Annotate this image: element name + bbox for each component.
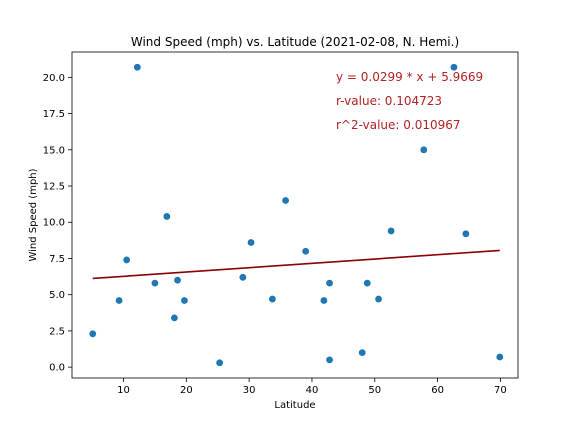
x-tick-label: 20 [180, 385, 193, 396]
data-point [462, 230, 470, 238]
regression-line [92, 249, 500, 280]
data-point [170, 314, 178, 322]
plot-frame [71, 51, 519, 379]
regression-equation-label: y = 0.0299 * x + 5.9669 [336, 70, 483, 84]
data-point [115, 297, 123, 304]
x-tick-label: 40 [306, 385, 319, 396]
y-tick-label: 5.0 [49, 290, 65, 301]
x-tick-label: 70 [494, 385, 507, 396]
data-point [320, 297, 328, 304]
data-point [302, 247, 310, 255]
data-point [375, 295, 382, 303]
x-tick-label: 50 [368, 385, 381, 396]
x-tick-label: 60 [431, 385, 444, 396]
chart-title: Wind Speed (mph) vs. Latitude (2021-02-0… [131, 35, 459, 49]
axis-ticks: 10 20 30 40 50 60 70 0.0 2.5 5.0 7.5 10.0 12.5 15.0 17… [43, 73, 507, 396]
data-points [89, 63, 504, 367]
data-point [239, 273, 247, 281]
data-point [450, 63, 458, 71]
x-tick-label: 10 [117, 385, 130, 396]
data-point [358, 349, 366, 357]
data-point [420, 146, 428, 154]
data-point [174, 276, 181, 284]
data-point [216, 359, 224, 367]
y-tick-label: 10.0 [43, 218, 65, 229]
y-tick-label: 17.5 [43, 109, 65, 120]
data-point [133, 63, 141, 71]
y-tick-label: 12.5 [43, 182, 65, 193]
r-value-label: r-value: 0.104723 [336, 94, 442, 108]
y-tick-label: 2.5 [49, 326, 65, 337]
data-point [326, 356, 333, 364]
x-tick-label: 30 [243, 385, 256, 396]
data-point [387, 227, 395, 235]
y-tick-label: 15.0 [43, 145, 65, 156]
data-point [326, 279, 333, 287]
y-axis-label: Wind Speed (mph) [28, 168, 39, 261]
r-squared-label: r^2-value: 0.010967 [336, 118, 461, 132]
data-point [247, 239, 255, 246]
data-point [496, 353, 504, 361]
regression-line-group [92, 249, 500, 280]
data-point [282, 197, 289, 204]
x-axis-label: Latitude [274, 400, 315, 411]
data-point [163, 213, 171, 220]
data-point [123, 256, 131, 264]
data-point [181, 297, 188, 304]
y-tick-label: 0.0 [49, 363, 65, 374]
data-point [268, 295, 276, 303]
y-tick-label: 7.5 [49, 254, 65, 265]
y-tick-label: 20.0 [43, 73, 65, 84]
data-point [363, 279, 371, 287]
data-point [89, 330, 97, 338]
data-point [151, 279, 159, 287]
